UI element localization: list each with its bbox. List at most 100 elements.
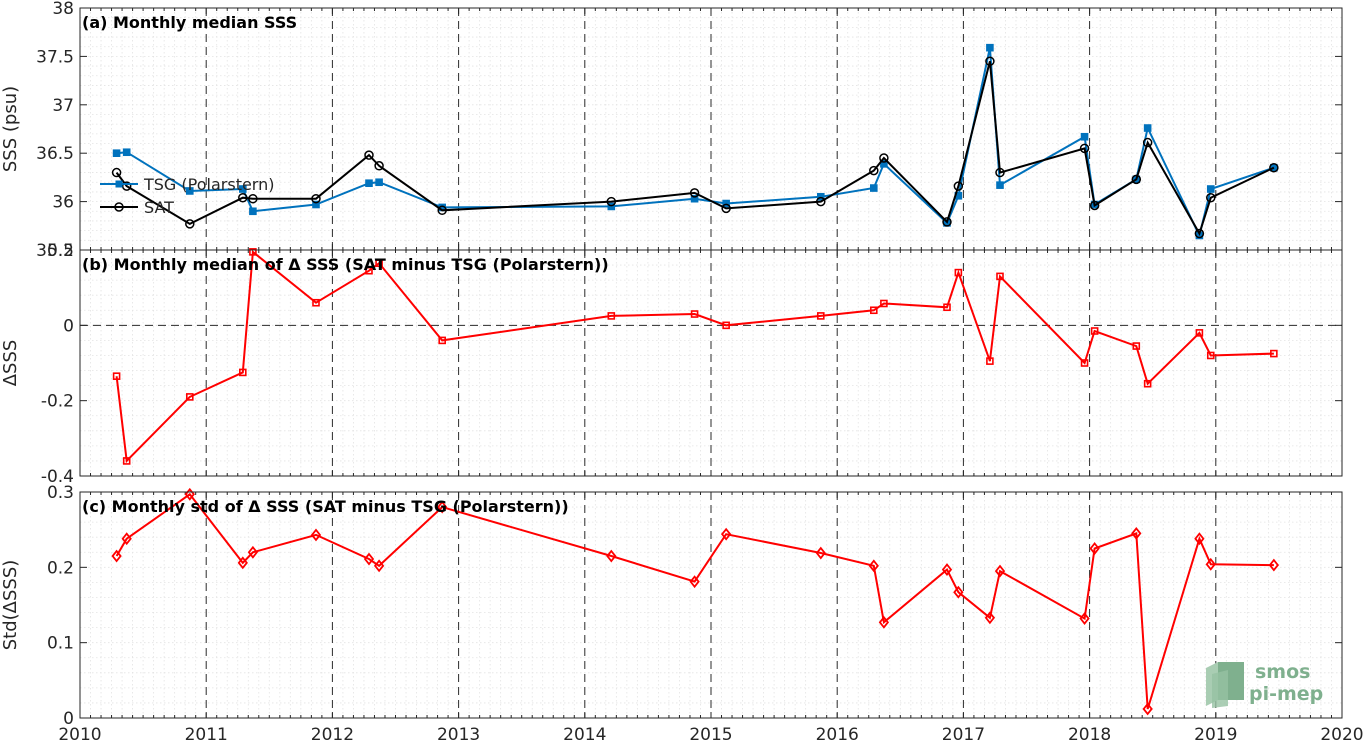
data-point xyxy=(607,202,616,211)
data-point xyxy=(943,303,951,312)
minor-grid xyxy=(80,8,1342,250)
data-point xyxy=(941,563,953,577)
data-point xyxy=(437,205,447,216)
data-point xyxy=(1080,359,1089,367)
data-point xyxy=(1142,137,1153,148)
data-point xyxy=(373,559,385,573)
data-point xyxy=(238,368,247,377)
data-point xyxy=(1268,558,1280,572)
data-point xyxy=(112,149,121,157)
data-point xyxy=(869,306,878,315)
legend-item: TSG (Polarstern) xyxy=(100,175,274,194)
x-tick-label: 2011 xyxy=(185,725,228,745)
data-point xyxy=(437,500,448,514)
data-point xyxy=(375,178,383,187)
y-axis-title: SSS (psu) xyxy=(0,86,21,172)
data-point xyxy=(122,148,131,157)
minor-grid xyxy=(80,492,1342,718)
data-point xyxy=(986,357,994,365)
data-point xyxy=(869,165,879,176)
y-tick-label: 0 xyxy=(63,316,74,336)
legend: TSG (Polarstern) SAT xyxy=(100,175,274,217)
panel-a: 35.5 36 36.5 37 37.5 38 SSS (psu) (a) Monthly m… xyxy=(0,0,1343,261)
x-tick-label: 2018 xyxy=(1068,725,1111,745)
series-line xyxy=(115,492,1274,710)
data-point xyxy=(365,179,373,188)
panel-title: (b) Monthly median of Δ SSS (SAT minus T… xyxy=(82,255,609,274)
data-point xyxy=(1206,351,1215,360)
shared-x-axis-labels: 2010 2011 2012 2013 2014 2015 2016 2017 2018 2019… xyxy=(58,725,1363,745)
data-point xyxy=(310,528,322,542)
x-tick-label: 2014 xyxy=(563,725,606,745)
series-line xyxy=(115,249,1274,464)
minor-grid xyxy=(80,250,1342,476)
data-point xyxy=(122,457,131,465)
data-point xyxy=(816,312,825,320)
year-grid xyxy=(205,250,1217,476)
data-point xyxy=(1079,143,1090,154)
data-point xyxy=(816,196,826,207)
panel-title: (a) Monthly median SSS xyxy=(82,13,297,32)
x-tick-label: 2019 xyxy=(1194,725,1237,745)
data-point xyxy=(880,160,888,168)
data-point xyxy=(365,266,373,275)
smos-pi-mep-logo: smos pi-mep xyxy=(1206,661,1323,708)
data-point xyxy=(607,312,616,320)
data-point xyxy=(879,153,889,163)
data-point xyxy=(869,184,878,192)
series-sat xyxy=(111,56,1279,239)
data-point xyxy=(1206,192,1216,203)
y-tick-label: 0.2 xyxy=(47,241,74,261)
data-point xyxy=(954,268,963,277)
x-tick-label: 2020 xyxy=(1320,725,1363,745)
data-point xyxy=(185,187,194,195)
data-point xyxy=(1205,557,1216,571)
chart-panels: 35.5 36 36.5 37 37.5 38 SSS (psu) (a) Monthly m… xyxy=(0,0,1343,729)
data-point xyxy=(1090,327,1099,335)
data-point xyxy=(996,272,1004,281)
data-point xyxy=(996,181,1004,189)
data-point xyxy=(248,193,258,204)
data-point xyxy=(312,298,320,307)
data-point xyxy=(995,167,1005,178)
data-point xyxy=(111,167,122,178)
data-point xyxy=(112,372,121,380)
data-point xyxy=(184,487,195,501)
x-tick-label: 2016 xyxy=(816,725,859,745)
y-axis-title: ΔSSS xyxy=(0,340,21,387)
x-tick-label: 2015 xyxy=(689,725,732,745)
panel-c: 0 0.1 0.2 0.3 Std(ΔSSS) (c) Monthly std of Δ … xyxy=(0,483,1343,729)
data-point xyxy=(815,546,826,560)
x-tick-label: 2010 xyxy=(58,725,101,745)
data-point xyxy=(247,545,259,559)
data-point xyxy=(1143,379,1152,388)
data-point xyxy=(311,193,321,204)
data-point xyxy=(111,549,122,563)
legend-marker xyxy=(115,180,123,188)
data-point xyxy=(374,161,384,171)
data-point xyxy=(1195,329,1204,337)
data-point xyxy=(375,259,383,267)
data-point xyxy=(1089,542,1100,555)
data-point xyxy=(364,150,374,160)
data-point xyxy=(880,299,888,308)
series-line xyxy=(115,60,1275,236)
data-point xyxy=(238,185,247,193)
x-tick-label: 2013 xyxy=(437,725,480,745)
data-point xyxy=(1080,132,1089,141)
data-point xyxy=(1206,185,1215,193)
data-point xyxy=(185,393,194,401)
y-tick-label: 38 xyxy=(52,0,74,19)
data-point xyxy=(249,248,257,256)
data-point xyxy=(868,559,879,573)
y-tick-label: -0.4 xyxy=(41,467,74,487)
data-point xyxy=(1089,200,1100,211)
data-point xyxy=(1270,349,1278,358)
series-delta-2 xyxy=(111,487,1280,716)
data-point xyxy=(994,564,1006,578)
data-point xyxy=(690,310,699,318)
data-point xyxy=(606,196,617,207)
data-point xyxy=(878,615,890,629)
y-tick-label: 37 xyxy=(52,96,74,116)
